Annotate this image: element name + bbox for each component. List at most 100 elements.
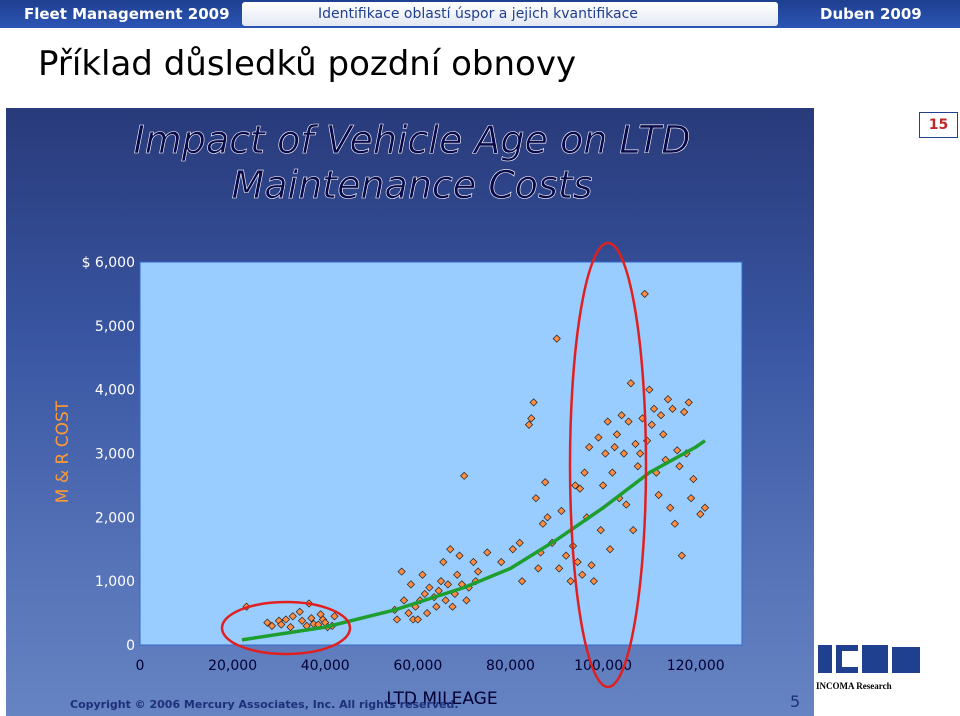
data-point bbox=[656, 411, 666, 420]
x-tick-label: 60,000 bbox=[393, 658, 442, 674]
data-point bbox=[448, 602, 457, 611]
y-tick-label: 3,000 bbox=[95, 447, 135, 463]
y-tick-label: 4,000 bbox=[95, 383, 135, 399]
data-point bbox=[469, 557, 478, 567]
data-point bbox=[596, 526, 605, 535]
x-tick-label: 120,000 bbox=[667, 658, 725, 674]
data-point bbox=[601, 449, 610, 458]
data-point bbox=[663, 395, 673, 404]
data-point bbox=[392, 615, 402, 624]
data-point bbox=[689, 474, 698, 484]
data-point bbox=[527, 414, 536, 423]
data-point bbox=[295, 607, 304, 616]
data-point bbox=[455, 551, 464, 560]
logo-label: INCOMA Research bbox=[816, 681, 892, 691]
x-tick-label: 80,000 bbox=[486, 658, 535, 674]
page-badge: 15 bbox=[919, 112, 958, 138]
highlight-ellipse-low bbox=[220, 600, 352, 656]
data-point bbox=[441, 596, 450, 605]
data-point bbox=[619, 449, 629, 458]
data-point bbox=[603, 417, 612, 426]
data-point bbox=[399, 596, 409, 605]
data-point bbox=[633, 462, 642, 471]
data-point bbox=[418, 570, 427, 579]
y-axis-label: M & R COST bbox=[53, 400, 73, 503]
data-point bbox=[640, 289, 649, 299]
plot-area bbox=[139, 261, 743, 646]
data-point bbox=[608, 468, 617, 477]
data-point bbox=[636, 449, 645, 458]
data-point bbox=[531, 494, 541, 503]
data-point bbox=[436, 577, 446, 586]
chart-title-line1: Impact of Vehicle Age on LTD bbox=[134, 118, 691, 162]
data-point bbox=[281, 615, 290, 624]
data-point bbox=[307, 614, 316, 623]
highlight-ellipse-high bbox=[568, 241, 648, 689]
data-point bbox=[668, 404, 677, 413]
data-point bbox=[404, 608, 413, 618]
data-point bbox=[631, 439, 640, 449]
data-point bbox=[654, 490, 663, 500]
data-point bbox=[508, 545, 517, 554]
data-point bbox=[612, 430, 622, 439]
data-point bbox=[432, 602, 441, 611]
data-point bbox=[680, 407, 689, 417]
chart-title-line2: Maintenance Costs bbox=[231, 163, 592, 207]
data-point bbox=[557, 506, 566, 516]
data-point bbox=[675, 462, 684, 471]
data-point bbox=[277, 620, 286, 629]
y-tick-label: 0 bbox=[126, 638, 135, 654]
data-point bbox=[534, 564, 543, 573]
data-point bbox=[649, 404, 659, 413]
data-point bbox=[622, 500, 631, 509]
data-point bbox=[423, 608, 432, 618]
data-point bbox=[406, 580, 415, 589]
data-point bbox=[473, 567, 483, 576]
incoma-logo: INCOMA Research bbox=[816, 645, 920, 691]
data-point bbox=[566, 577, 575, 586]
data-point bbox=[561, 551, 571, 560]
data-point bbox=[517, 577, 527, 586]
data-point bbox=[626, 379, 635, 388]
x-tick-label: 0 bbox=[136, 658, 145, 674]
data-point bbox=[605, 545, 615, 554]
data-point bbox=[443, 580, 453, 589]
data-point bbox=[288, 612, 297, 621]
data-point bbox=[263, 618, 272, 627]
data-point bbox=[578, 570, 587, 579]
data-point bbox=[529, 398, 538, 407]
data-point bbox=[413, 615, 422, 624]
data-point bbox=[666, 503, 675, 512]
data-point bbox=[645, 385, 654, 394]
data-point bbox=[446, 545, 455, 554]
data-point bbox=[460, 471, 469, 480]
data-point bbox=[575, 484, 585, 493]
x-tick-label: 20,000 bbox=[208, 658, 257, 674]
data-point bbox=[543, 513, 552, 522]
data-point bbox=[686, 494, 696, 503]
data-point bbox=[587, 561, 596, 570]
data-point bbox=[453, 570, 462, 579]
data-point bbox=[571, 481, 580, 490]
data-point bbox=[420, 589, 429, 599]
x-axis-label: LTD MILEAGE bbox=[386, 689, 497, 709]
data-point bbox=[397, 567, 406, 576]
copyright-text: Copyright © 2006 Mercury Associates, Inc… bbox=[70, 698, 459, 711]
y-tick-label: $ 6,000 bbox=[82, 255, 135, 271]
data-point bbox=[696, 510, 705, 519]
data-point bbox=[624, 417, 633, 426]
y-tick-label: 1,000 bbox=[95, 574, 135, 590]
trend-line bbox=[241, 439, 706, 642]
data-point bbox=[684, 398, 693, 407]
data-point bbox=[610, 443, 619, 452]
header-middle-title: Identifikace oblastí úspor a jejich kvan… bbox=[242, 2, 778, 26]
data-point bbox=[598, 481, 608, 490]
data-point bbox=[594, 433, 603, 442]
data-point bbox=[585, 443, 594, 452]
data-point bbox=[554, 564, 564, 573]
x-tick-label: 100,000 bbox=[574, 658, 632, 674]
data-point bbox=[483, 548, 492, 557]
data-point bbox=[330, 612, 339, 621]
data-point bbox=[617, 411, 626, 420]
